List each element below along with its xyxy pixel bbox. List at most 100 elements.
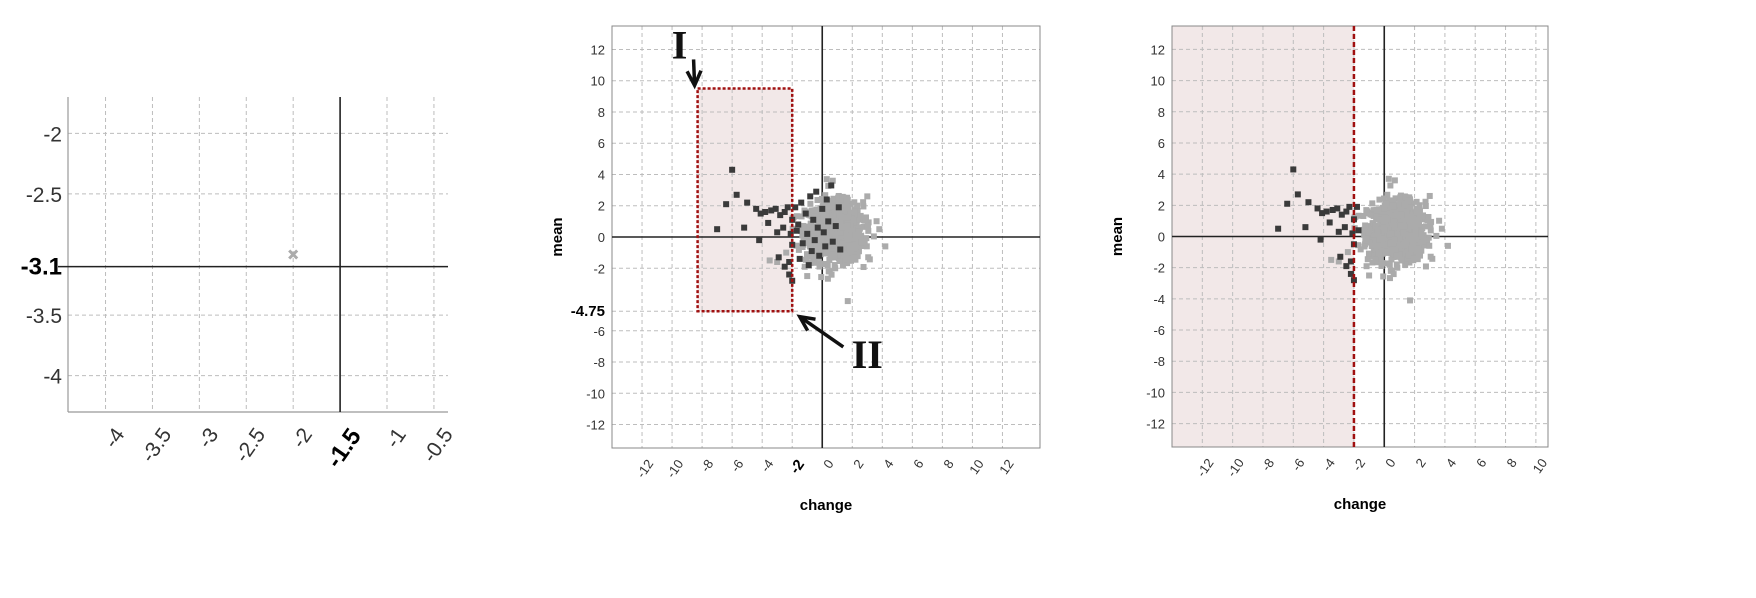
data-point-light	[855, 230, 862, 237]
data-point-light	[1381, 205, 1388, 212]
data-point-dark	[1284, 200, 1291, 207]
data-point-light	[1375, 206, 1382, 213]
data-point-dark	[802, 210, 809, 217]
data-point-light	[818, 235, 825, 242]
data-point-dark	[733, 191, 740, 198]
y-axis-label: mean	[549, 217, 566, 256]
data-point-light	[1335, 258, 1342, 265]
data-point-dark	[1347, 270, 1354, 277]
zoom-panel: -4 -3.5 -3 -2.5 -2 -1.5 -1 -0.5-2-2.5-3.1-3.5-4	[21, 97, 458, 473]
data-point-dark	[1317, 236, 1324, 243]
data-point-light	[1386, 231, 1393, 238]
data-point-light	[1363, 263, 1370, 270]
data-point-light	[1444, 242, 1451, 249]
data-point-dark	[1290, 166, 1297, 173]
y-tick-label: -10	[586, 386, 605, 401]
data-point-light	[799, 227, 806, 234]
data-point-light	[1397, 192, 1404, 199]
data-point-light	[1413, 198, 1420, 205]
data-point-light	[817, 260, 824, 267]
data-point-light	[1422, 223, 1429, 230]
y-tick-label: 6	[598, 136, 605, 151]
data-point-light	[1366, 239, 1373, 246]
x-tick-label: -6	[728, 457, 747, 475]
data-point-dark	[828, 182, 835, 189]
data-point-dark	[777, 212, 784, 219]
data-point-light	[1394, 209, 1401, 216]
data-point-light	[882, 243, 889, 250]
data-point-light	[1405, 197, 1412, 204]
data-point-light	[1380, 235, 1387, 242]
y-tick-label: 2	[598, 199, 605, 214]
data-point-light	[845, 204, 852, 211]
data-point-dark	[1341, 224, 1348, 231]
data-point-light	[1365, 229, 1372, 236]
data-point-light	[1373, 213, 1380, 220]
data-point-light	[824, 275, 831, 282]
data-point-light	[1370, 232, 1377, 239]
data-point-light	[851, 245, 858, 252]
data-point-light	[1368, 242, 1375, 249]
data-point-dark	[780, 224, 787, 231]
data-point-light	[1387, 240, 1394, 247]
data-point-light	[1365, 223, 1372, 230]
x-tick-label: -3	[194, 424, 224, 453]
data-point-light	[864, 193, 871, 200]
data-point-light	[843, 197, 850, 204]
data-point-dark	[1302, 224, 1309, 231]
data-point-dark	[816, 252, 823, 259]
annotation-label-I: I	[672, 23, 688, 68]
data-point-light	[803, 223, 810, 230]
y-tick-label: -4	[43, 366, 62, 389]
data-point-light	[1387, 197, 1394, 204]
data-point-light	[870, 233, 877, 240]
data-point-light	[1363, 234, 1370, 241]
data-point-light	[793, 213, 800, 220]
data-point-light	[1393, 252, 1400, 259]
data-point-dark	[1346, 203, 1353, 210]
data-point-light	[1419, 235, 1426, 242]
x-tick-label: 6	[910, 457, 926, 472]
data-point-light	[1428, 218, 1435, 225]
data-point-light	[1400, 229, 1407, 236]
data-point-dark	[796, 255, 803, 262]
data-point-light	[860, 264, 867, 271]
x-tick-label: -3.5	[137, 424, 177, 467]
data-point-light	[837, 229, 844, 236]
data-point-light	[865, 219, 872, 226]
data-point-light	[831, 262, 838, 269]
data-point-light	[1422, 203, 1429, 210]
data-point-dark	[1343, 263, 1350, 270]
y-tick-label: 2	[1158, 198, 1165, 213]
data-point-dark	[786, 271, 793, 278]
data-point-light	[850, 219, 857, 226]
x-axis-label: change	[1334, 496, 1387, 513]
x-tick-label: 0	[820, 457, 836, 472]
data-point-light	[1369, 259, 1376, 266]
data-point-light	[802, 256, 809, 263]
data-point	[288, 249, 299, 260]
data-point-light	[832, 265, 839, 272]
data-point-dark	[1355, 227, 1362, 234]
data-point-light	[1405, 225, 1412, 232]
data-point-light	[1396, 217, 1403, 224]
data-point-light	[1344, 249, 1351, 256]
data-point-light	[793, 242, 800, 249]
data-point-dark	[811, 237, 818, 244]
x-tick-label: 2	[850, 457, 866, 472]
y-axis-label: mean	[1109, 217, 1126, 256]
x-tick-label: -2	[288, 424, 318, 453]
data-point-light	[1370, 237, 1377, 244]
data-point-light	[860, 203, 867, 210]
data-point-light	[825, 268, 832, 275]
data-point-light	[1408, 245, 1415, 252]
y-tick-label: 0	[1158, 230, 1165, 245]
data-point-light	[1436, 217, 1443, 224]
data-point-dark	[1294, 191, 1301, 198]
data-point-light	[1380, 195, 1387, 202]
data-point-light	[1387, 182, 1394, 189]
data-point-light	[804, 251, 811, 258]
data-point-light	[816, 216, 823, 223]
data-point-dark	[1305, 199, 1312, 206]
data-point-light	[1357, 246, 1364, 253]
